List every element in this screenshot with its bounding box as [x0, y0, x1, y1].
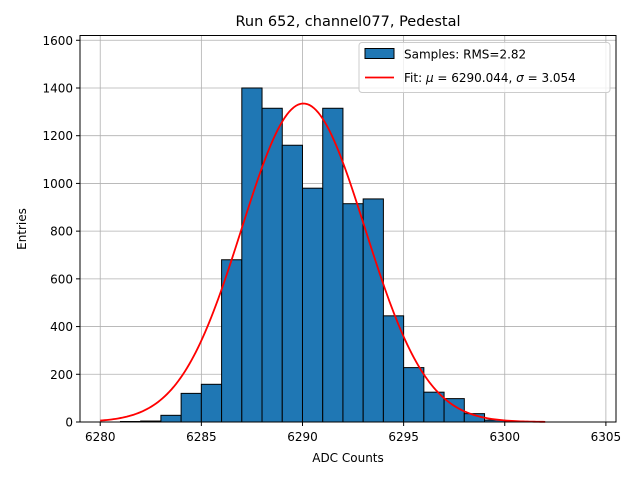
histogram-bar-5: [221, 259, 243, 423]
y-axis-ticks: 0 200 400 600 800 1000 1200 1400 1600: [42, 34, 80, 430]
y-tick-label-3: 600: [50, 272, 73, 286]
y-tick-label-5: 1000: [42, 177, 73, 191]
x-axis-label: ADC Counts: [312, 451, 384, 465]
legend-box: [358, 42, 611, 93]
y-tick-label-0: 0: [65, 416, 73, 430]
y-tick-label-4: 800: [50, 225, 73, 239]
histogram-bar-6: [241, 87, 263, 423]
legend-fit-sigma-value: = 3.054: [524, 71, 576, 85]
x-axis-ticks: 6280 6285 6290 6295 6300 6305: [85, 422, 621, 444]
y-tick-label-1: 200: [50, 368, 73, 382]
x-tick-label-3: 6295: [388, 430, 419, 444]
histogram-bar-15: [423, 391, 445, 423]
x-tick-label-0: 6280: [85, 430, 116, 444]
y-tick-label-8: 1600: [42, 34, 73, 48]
histogram-bar-8: [281, 144, 303, 423]
y-tick-label-6: 1200: [42, 129, 73, 143]
legend-fit-label: Fit: μ = 6290.044, σ = 3.054: [404, 71, 576, 85]
legend: Samples: RMS=2.82 Fit: μ = 6290.044, σ =…: [358, 42, 611, 93]
histogram-bars: [119, 87, 526, 423]
x-tick-label-2: 6290: [287, 430, 318, 444]
legend-fit-mu-symbol: μ: [425, 71, 434, 85]
legend-fit-prefix: Fit:: [404, 71, 426, 85]
x-tick-label-5: 6305: [591, 430, 622, 444]
legend-samples-swatch: [364, 48, 395, 59]
histogram-bar-14: [403, 367, 425, 423]
plot-frame: [79, 35, 617, 423]
legend-fit-sigma-symbol: σ: [516, 71, 524, 85]
x-tick-label-1: 6285: [186, 430, 217, 444]
histogram-bar-11: [342, 203, 364, 423]
histogram-bar-3: [180, 392, 202, 423]
y-axis-label: Entries: [15, 208, 29, 250]
y-tick-label-7: 1400: [42, 81, 73, 95]
legend-samples-label: Samples: RMS=2.82: [404, 48, 526, 62]
fit-curve-group: [100, 102, 546, 423]
histogram-bar-4: [200, 383, 223, 423]
fit-curve: [100, 102, 546, 423]
legend-fit-mu-value: = 6290.044,: [434, 71, 517, 85]
chart-title: Run 652, channel077, Pedestal: [235, 14, 460, 30]
histogram-bar-2: [160, 414, 182, 423]
histogram-bar-9: [301, 187, 324, 423]
y-tick-label-2: 400: [50, 320, 73, 334]
histogram-bar-7: [261, 107, 283, 423]
x-tick-label-4: 6300: [489, 430, 520, 444]
